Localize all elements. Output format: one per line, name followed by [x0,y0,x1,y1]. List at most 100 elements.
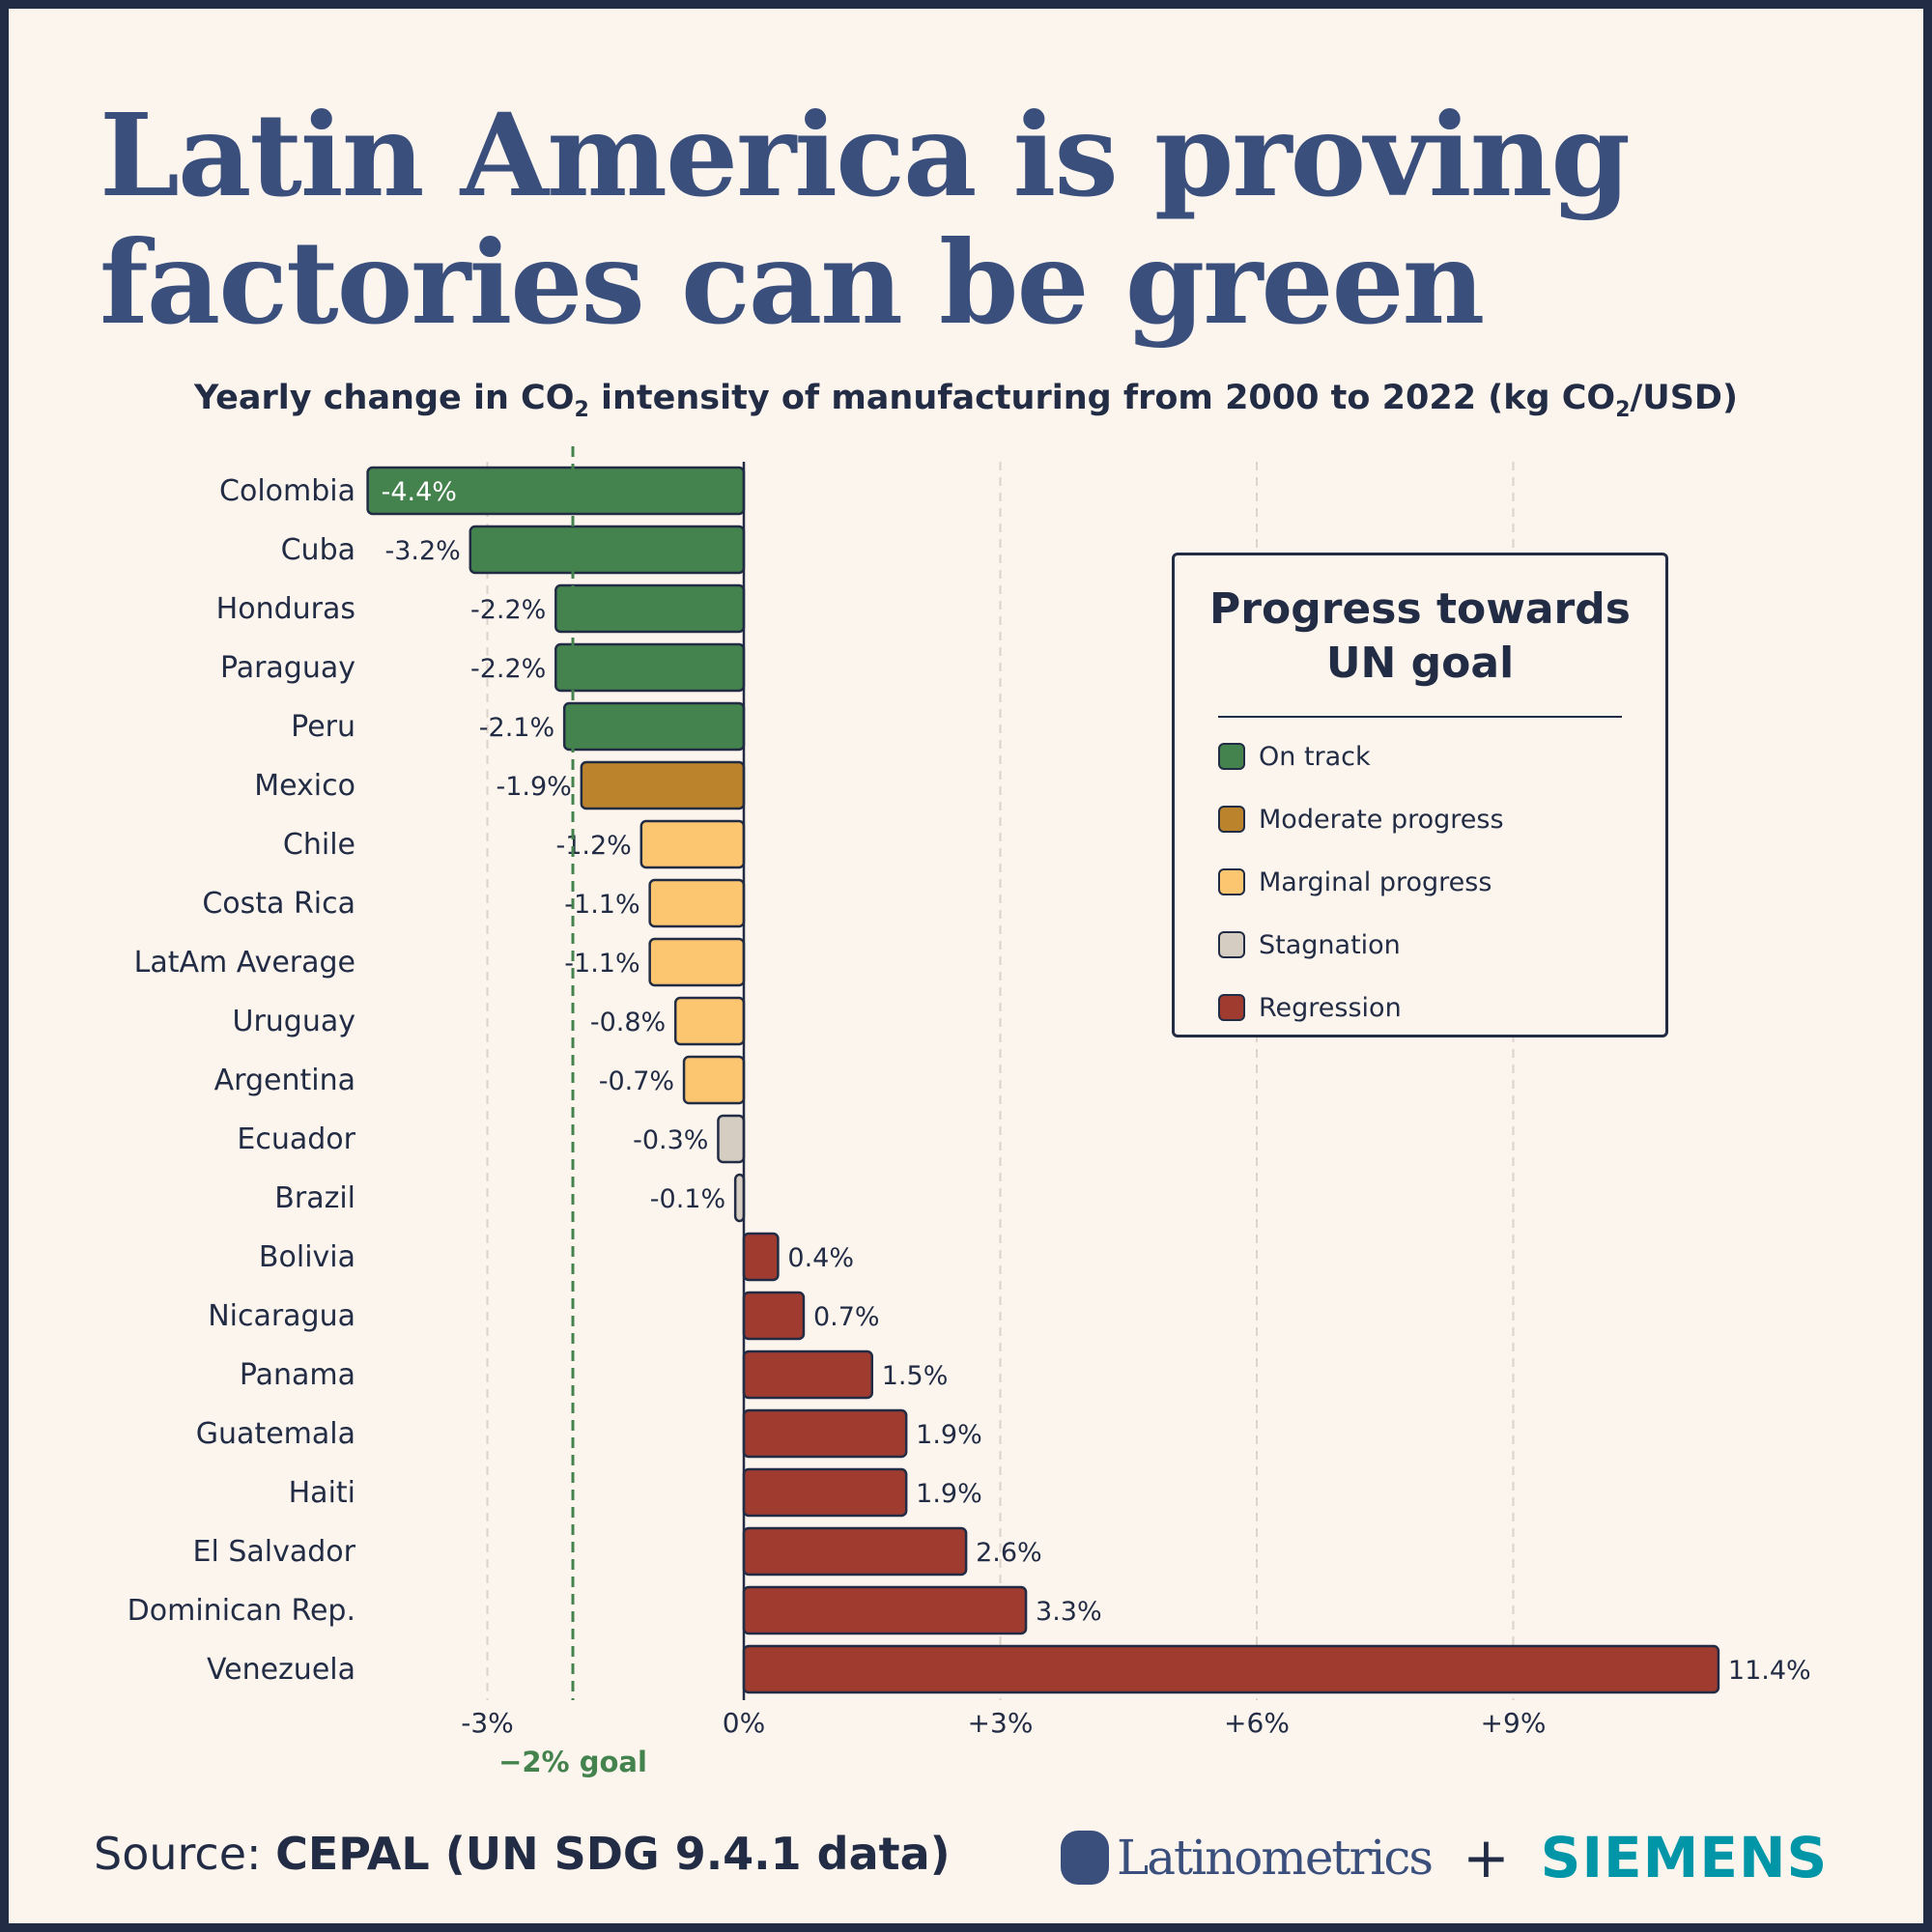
data-label: 1.9% [916,1420,982,1450]
data-label: -1.2% [555,831,631,861]
category-label: Honduras [216,592,355,626]
category-label: Ecuador [237,1122,355,1156]
data-label: -1.1% [564,949,639,979]
bar [673,996,746,1046]
plus-sign: + [1463,1825,1510,1890]
x-tick-label: -3% [461,1707,514,1739]
data-label: -0.7% [599,1066,674,1096]
subtitle-text: intensity of manufacturing from 2000 to … [588,379,1616,417]
latinometrics-logo: Latinometrics [1117,1830,1434,1886]
subtitle-text: Yearly change in CO [194,379,575,417]
data-label: 1.5% [882,1361,949,1391]
category-label: Peru [291,710,355,744]
legend-title: Progress towards UN goal [1209,584,1631,688]
bar [742,1408,908,1459]
legend-swatch [1218,868,1245,895]
bar [742,1526,968,1577]
category-label: Chile [283,828,355,862]
bar [742,1291,806,1341]
x-tick-label: 0% [723,1707,765,1739]
data-label: -1.9% [497,772,572,802]
bar [742,1585,1028,1635]
bar [742,1467,908,1518]
page-title: Latin America is proving factories can b… [99,88,1631,350]
source-text: CEPAL (UN SDG 9.4.1 data) [275,1828,951,1880]
category-label: Colombia [219,474,355,508]
bar [554,583,746,634]
x-tick-label: +3% [968,1707,1034,1739]
legend-item: On track [1218,741,1665,772]
category-label: Uruguay [233,1005,356,1038]
bar [554,642,746,693]
bar [580,760,746,810]
category-label: Brazil [274,1181,355,1215]
category-label: Dominican Rep. [128,1594,355,1628]
bar [742,1644,1720,1694]
category-label: Panama [240,1358,355,1392]
category-label: Bolivia [259,1240,355,1274]
category-label: Costa Rica [202,887,355,921]
category-label: Argentina [214,1064,355,1097]
source-prefix: Source: [94,1828,276,1880]
bar [639,819,746,869]
data-label: -0.1% [650,1184,725,1214]
bar [469,525,746,575]
subtitle-text: /USD) [1630,379,1738,417]
data-label: -2.2% [470,595,546,625]
x-tick-label: +6% [1224,1707,1290,1739]
brand-logos: Latinometrics + SIEMENS [1061,1825,1828,1890]
data-label: -4.4% [382,477,457,507]
category-label: Venezuela [207,1653,355,1687]
source-note: Source: CEPAL (UN SDG 9.4.1 data) [94,1828,951,1880]
legend-label: On track [1259,741,1371,772]
category-label: Paraguay [220,651,355,685]
data-label: -1.1% [564,890,639,920]
goal-label: −2% goal [498,1746,647,1778]
legend-swatch [1218,743,1245,770]
bar [682,1055,746,1105]
data-label: -3.2% [384,536,460,566]
legend-swatch [1218,994,1245,1021]
data-label: 11.4% [1728,1656,1811,1686]
legend-swatch [1218,806,1245,833]
data-label: 1.9% [916,1479,982,1509]
data-label: -0.8% [590,1008,666,1037]
x-tick-label: +9% [1481,1707,1547,1739]
category-label: Haiti [289,1476,355,1510]
bar [648,878,746,928]
latinometrics-logo-icon [1061,1831,1109,1885]
data-label: 0.4% [787,1243,854,1273]
data-label: 3.3% [1036,1597,1102,1627]
category-label: Guatemala [196,1417,355,1451]
data-label: 0.7% [813,1302,880,1332]
legend-label: Stagnation [1259,929,1401,960]
subtitle-subscript: 2 [1615,398,1631,422]
legend-item: Marginal progress [1218,867,1665,897]
data-label: -2.2% [470,654,546,684]
category-label: El Salvador [193,1535,356,1569]
legend-label: Marginal progress [1259,867,1492,897]
chart-subtitle: Yearly change in CO2 intensity of manufa… [0,379,1932,422]
data-label: 2.6% [976,1538,1042,1568]
category-label: Mexico [254,769,355,803]
bar [742,1232,780,1282]
legend-swatch [1218,931,1245,958]
legend-divider [1218,716,1622,718]
data-label: -0.3% [633,1125,708,1155]
legend: Progress towards UN goal On track Moderat… [1172,553,1668,1037]
category-label: LatAm Average [134,946,355,980]
subtitle-subscript: 2 [574,398,589,422]
bar [648,937,746,987]
legend-item: Regression [1218,992,1665,1023]
bar [733,1173,746,1223]
legend-label: Regression [1259,992,1402,1023]
category-label: Nicaragua [208,1299,355,1333]
legend-label: Moderate progress [1259,804,1504,835]
data-label: -2.1% [479,713,554,743]
bar [717,1114,746,1164]
category-label: Cuba [281,533,355,567]
legend-item: Stagnation [1218,929,1665,960]
bar [742,1350,873,1400]
legend-item: Moderate progress [1218,804,1665,835]
